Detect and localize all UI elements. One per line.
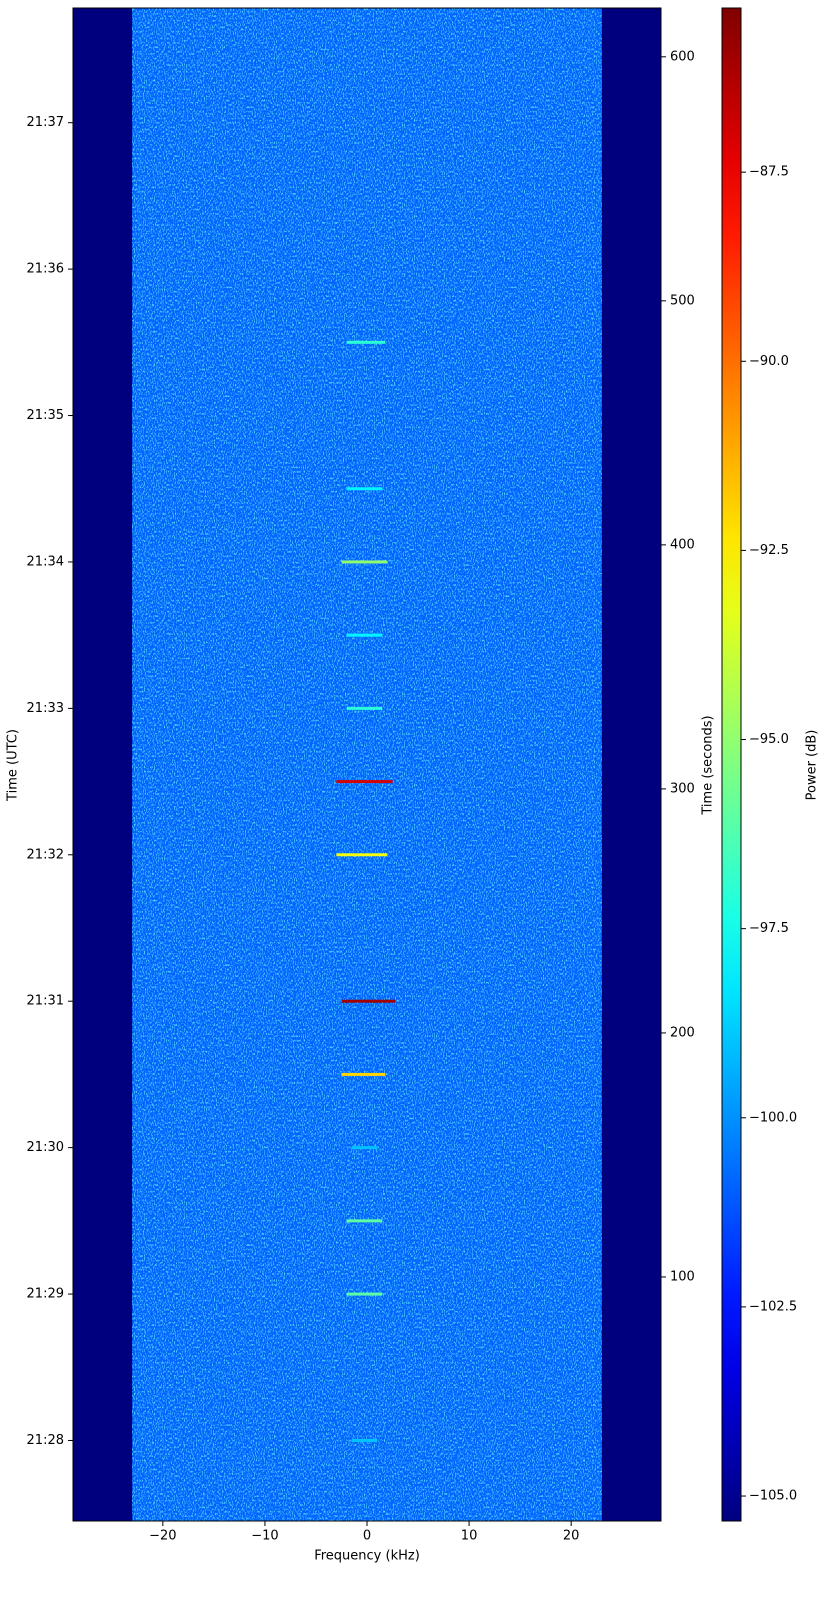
signal-streak bbox=[346, 1292, 383, 1296]
x-tick-label: −20 bbox=[149, 1529, 176, 1544]
signal-streak bbox=[351, 1438, 378, 1442]
signal-streak bbox=[336, 853, 388, 857]
y-tick-label: 21:36 bbox=[27, 262, 64, 277]
x-tick-label: 20 bbox=[563, 1529, 580, 1544]
colorbar-label: Power (dB) bbox=[805, 730, 820, 801]
signal-streak bbox=[336, 780, 393, 784]
signal-streak bbox=[346, 633, 383, 637]
colorbar-tick-label: −90.0 bbox=[749, 354, 789, 369]
y-tick-label: 21:29 bbox=[27, 1287, 64, 1302]
noise-texture bbox=[132, 8, 602, 1521]
y2-tick-label: 100 bbox=[670, 1269, 695, 1284]
y2-tick-label: 200 bbox=[670, 1025, 695, 1040]
y-tick-label: 21:33 bbox=[27, 701, 64, 716]
colorbar-tick-label: −102.5 bbox=[749, 1299, 797, 1314]
x-tick-label: −10 bbox=[251, 1529, 278, 1544]
colorbar-tick-label: −95.0 bbox=[749, 732, 789, 747]
y-tick-label: 21:30 bbox=[27, 1140, 64, 1155]
y2-tick-label: 300 bbox=[670, 781, 695, 796]
colorbar-tick-label: −87.5 bbox=[749, 165, 789, 180]
signal-streak bbox=[341, 999, 396, 1003]
signal-streak bbox=[341, 1072, 386, 1076]
signal-streak bbox=[346, 1219, 383, 1223]
y-tick-label: 21:35 bbox=[27, 408, 64, 423]
signal-streak bbox=[341, 560, 388, 564]
y-tick-label: 21:28 bbox=[27, 1433, 64, 1448]
y2-tick-label: 600 bbox=[670, 49, 695, 64]
y2-tick-label: 400 bbox=[670, 537, 695, 552]
y-tick-label: 21:34 bbox=[27, 554, 64, 569]
plot-area bbox=[73, 8, 661, 1521]
y2-axis-label: Time (seconds) bbox=[701, 715, 716, 815]
signal-streak bbox=[346, 706, 383, 710]
y-axis-label: Time (UTC) bbox=[6, 729, 21, 802]
colorbar-tick-label: −97.5 bbox=[749, 921, 789, 936]
x-axis-label: Frequency (kHz) bbox=[314, 1549, 420, 1564]
y-tick-label: 21:32 bbox=[27, 847, 64, 862]
y-tick-label: 21:31 bbox=[27, 994, 64, 1009]
y-tick-label: 21:37 bbox=[27, 115, 64, 130]
y2-tick-label: 500 bbox=[670, 293, 695, 308]
signal-streak bbox=[346, 340, 386, 344]
signal-streak bbox=[346, 487, 383, 491]
signal-streak bbox=[351, 1146, 378, 1150]
colorbar bbox=[721, 7, 742, 1522]
colorbar-tick-label: −92.5 bbox=[749, 543, 789, 558]
x-tick-label: 10 bbox=[461, 1529, 478, 1544]
colorbar-tick-label: −100.0 bbox=[749, 1110, 797, 1125]
colorbar-tick-label: −105.0 bbox=[749, 1489, 797, 1504]
x-tick-label: 0 bbox=[363, 1529, 371, 1544]
